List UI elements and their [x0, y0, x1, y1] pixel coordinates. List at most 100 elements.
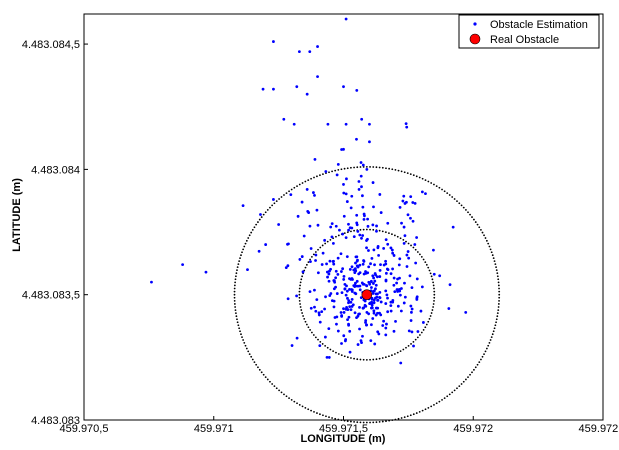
estimation-point: [396, 288, 399, 292]
circle-dot: [381, 166, 384, 169]
estimation-point: [348, 277, 351, 281]
estimation-point: [318, 344, 322, 348]
estimation-point: [420, 190, 424, 194]
estimation-point: [313, 193, 316, 197]
estimation-point: [414, 261, 418, 265]
circle-dot: [241, 336, 243, 339]
circle-dot: [305, 323, 308, 326]
estimation-point: [272, 40, 275, 43]
circle-dot: [283, 194, 285, 196]
circle-dot: [239, 330, 241, 333]
circle-dot: [458, 202, 461, 205]
circle-dot: [307, 179, 310, 182]
estimation-point: [355, 279, 359, 283]
circle-dot: [359, 358, 362, 361]
estimation-point: [332, 279, 336, 282]
estimation-point: [358, 263, 362, 267]
estimation-point: [370, 256, 374, 260]
circle-dot: [418, 410, 421, 413]
estimation-point: [344, 17, 348, 21]
estimation-point: [358, 327, 361, 331]
estimation-point: [313, 157, 317, 161]
circle-dot: [406, 415, 409, 418]
circle-dot: [396, 235, 399, 238]
circle-dot: [298, 296, 301, 299]
estimation-point: [373, 342, 377, 346]
estimation-point: [314, 259, 317, 262]
estimation-point: [264, 243, 268, 246]
circle-dot: [498, 299, 500, 302]
estimation-point: [376, 306, 380, 310]
circle-dot: [465, 209, 467, 211]
circle-dot: [273, 385, 276, 388]
estimation-point: [402, 225, 406, 229]
estimation-point: [393, 290, 397, 294]
circle-dot: [262, 213, 265, 216]
circle-dot: [412, 413, 415, 416]
circle-dot: [359, 228, 362, 231]
circle-dot: [301, 312, 304, 314]
circle-dot: [243, 245, 246, 248]
estimation-point: [354, 261, 357, 265]
circle-dot: [369, 228, 371, 231]
circle-dot: [388, 419, 391, 422]
circle-dot: [476, 363, 479, 366]
circle-dot: [278, 389, 280, 392]
estimation-point: [384, 289, 388, 293]
circle-dot: [410, 343, 412, 345]
estimation-point: [372, 276, 375, 280]
estimation-point: [369, 262, 372, 266]
estimation-point: [382, 263, 386, 267]
estimation-point: [365, 284, 369, 288]
estimation-point: [361, 306, 365, 310]
circle-dot: [293, 186, 296, 189]
circle-dot: [385, 420, 387, 423]
circle-dot: [402, 348, 405, 351]
estimation-point: [346, 308, 350, 311]
estimation-point: [366, 237, 369, 241]
circle-dot: [312, 334, 315, 336]
circle-dot: [414, 248, 417, 251]
estimation-point: [354, 292, 358, 296]
circle-dot: [233, 287, 236, 290]
estimation-point: [386, 221, 390, 225]
circle-dot: [313, 410, 315, 413]
estimation-point: [355, 259, 359, 263]
estimation-point: [343, 339, 347, 343]
estimation-point: [181, 263, 185, 267]
estimation-point: [358, 312, 361, 316]
circle-dot: [495, 266, 497, 269]
estimation-point: [360, 185, 363, 189]
estimation-point: [409, 319, 413, 322]
circle-dot: [432, 303, 435, 305]
estimation-point: [384, 278, 388, 282]
circle-dot: [451, 391, 454, 394]
circle-dot: [381, 357, 384, 359]
circle-dot: [430, 275, 433, 278]
circle-dot: [329, 238, 332, 241]
estimation-point: [373, 279, 377, 283]
circle-dot: [247, 237, 250, 239]
circle-dot: [233, 296, 236, 299]
circle-dot: [362, 421, 365, 424]
estimation-point: [379, 263, 382, 266]
estimation-point: [342, 191, 346, 195]
circle-dot: [316, 175, 318, 178]
circle-dot: [430, 312, 433, 314]
circle-dot: [264, 211, 267, 214]
circle-dot: [251, 358, 254, 361]
estimation-point: [377, 332, 381, 336]
circle-dot: [391, 354, 393, 357]
circle-dot: [372, 166, 375, 168]
circle-dot: [324, 345, 327, 347]
estimation-point: [409, 216, 412, 220]
estimation-point: [361, 205, 365, 209]
y-tick-label: 4.483.083,5: [22, 290, 80, 302]
obstacle-estimation-series: [150, 17, 468, 365]
estimation-point: [408, 274, 412, 278]
circle-dot: [435, 402, 438, 405]
estimation-point: [356, 314, 360, 318]
estimation-point: [389, 309, 393, 313]
circle-dot: [412, 246, 415, 249]
